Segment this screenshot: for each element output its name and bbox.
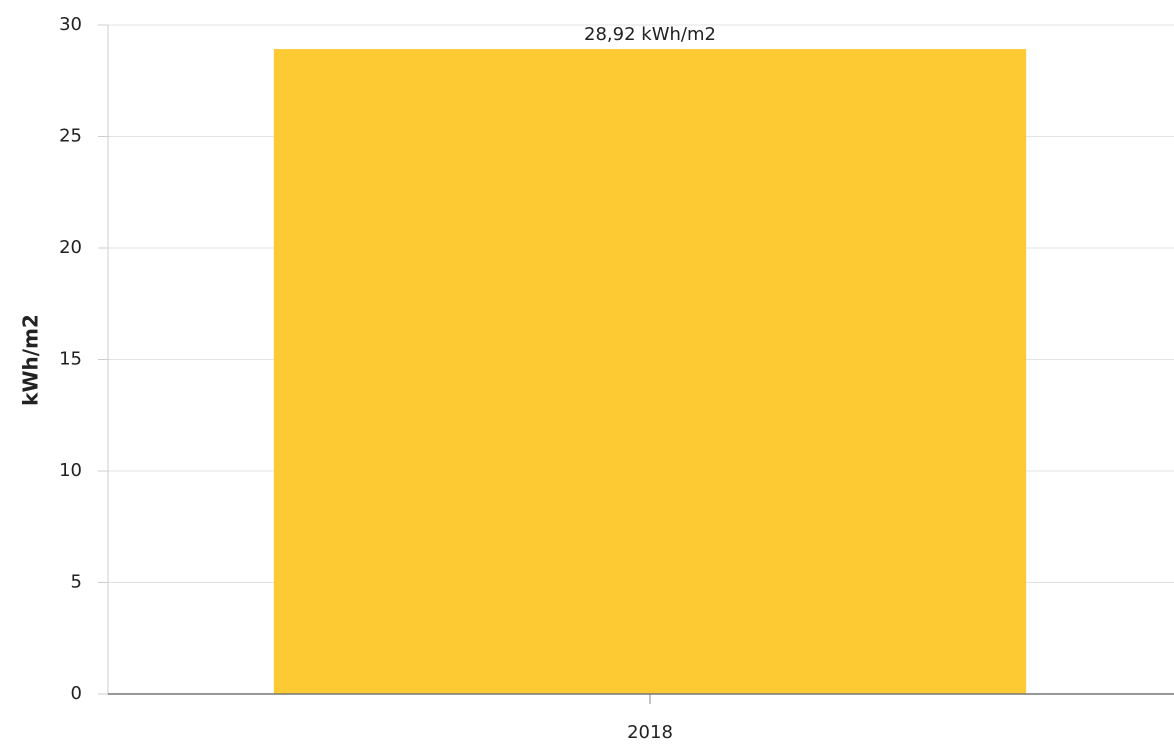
y-tick-label: 0 [71, 683, 82, 704]
y-axis-label: kWh/m2 [19, 314, 43, 406]
y-tick-label: 10 [59, 460, 82, 481]
y-tick-label: 30 [59, 14, 82, 35]
y-tick-label: 15 [59, 349, 82, 370]
y-tick-label: 5 [71, 572, 82, 593]
y-tick-label: 25 [59, 126, 82, 147]
y-tick-label: 20 [59, 237, 82, 258]
data-label: 28,92 kWh/m2 [584, 24, 716, 45]
bar [273, 49, 1027, 695]
x-tick-label: 2018 [627, 722, 673, 743]
